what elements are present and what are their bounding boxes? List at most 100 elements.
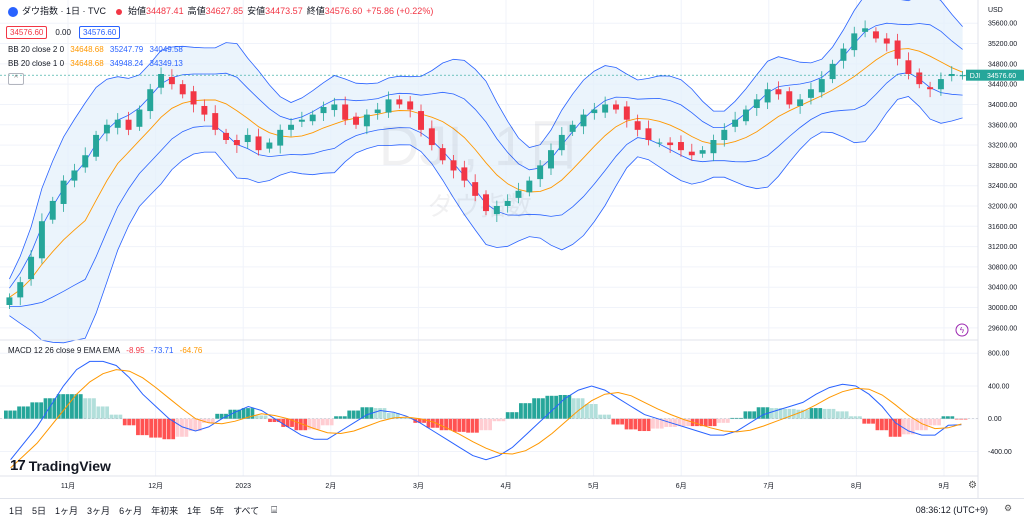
candle-body [407, 101, 414, 110]
macd-hist-bar [153, 418, 158, 438]
range-5y[interactable]: 5年 [210, 506, 225, 516]
macd-hist-bar [202, 418, 206, 423]
settings-icon[interactable]: ⚙ [1004, 503, 1013, 513]
calendar-goto-icon[interactable]: ⌸ [271, 505, 278, 516]
price-axis[interactable]: 35600.00 35200.00 34800.00 34400.00 34000.00… [988, 21, 1017, 333]
candle-body [537, 165, 544, 180]
macd-hist-bar [290, 418, 294, 427]
range-all[interactable]: すべて [233, 506, 260, 516]
macd-axis[interactable]: 800.00 400.00 0.00 -400.00 [988, 351, 1012, 456]
bb1-basis: 34648.68 [70, 59, 104, 68]
open-value: 34487.41 [146, 6, 184, 16]
candle-body [320, 107, 327, 114]
macd-hist-bar [642, 418, 647, 432]
candle-body [17, 282, 24, 298]
alert-lightning-icon[interactable]: ϟ [955, 323, 969, 337]
candle-body [201, 105, 208, 115]
macd-legend[interactable]: MACD 12 26 close 9 EMA EMA -8.95 -73.71 … [8, 345, 206, 356]
bb2-upper: 35247.79 [109, 45, 144, 54]
macd-hist-bar [452, 418, 457, 432]
clock-timezone[interactable]: 08:36:12 (UTC+9) [915, 505, 988, 515]
currency-selector[interactable]: USD [988, 7, 1003, 14]
time-axis[interactable]: 11月 12月 2023 2月 3月 4月 5月 6月 7月 8月 9月 [61, 482, 950, 490]
macd-hist-bar [307, 418, 312, 430]
buy-button[interactable]: 34576.60 [78, 26, 121, 39]
macd-hist-bar [602, 414, 607, 419]
macd-hist-bar [272, 418, 277, 423]
macd-hist-bar [844, 411, 849, 419]
macd-hist-bar [246, 408, 250, 419]
macd-hist-bar [593, 403, 598, 419]
macd-hist-bar [17, 406, 22, 419]
macd-hist-bar [488, 418, 493, 431]
open-label: 始値 [128, 6, 147, 16]
macd-hist-bar [923, 418, 928, 431]
macd-hist-bar [285, 418, 290, 427]
macd-hist-bar [281, 418, 286, 427]
candle-body [168, 77, 175, 85]
candle-body [483, 194, 489, 212]
macd-hist-bar [386, 413, 391, 419]
range-1m[interactable]: 1ヶ月 [55, 506, 79, 516]
macd-hist-bar [162, 418, 167, 440]
gear-icon[interactable]: ⚙ [968, 480, 977, 491]
signal-value: -64.76 [179, 346, 203, 355]
sell-button[interactable]: 34576.60 [6, 26, 48, 39]
macd-hist-bar [78, 394, 83, 419]
macd-hist-bar [871, 418, 875, 424]
macd-hist-bar [65, 394, 70, 419]
macd-hist-bar [175, 418, 180, 437]
collapse-legend-button[interactable]: ^ [8, 73, 24, 85]
bb2-legend[interactable]: BB 20 close 2 0 34648.68 35247.79 34049.… [8, 44, 187, 55]
macd-hist-bar [915, 418, 919, 431]
macd-hist-bar [30, 402, 35, 419]
macd-hist-bar [906, 418, 911, 435]
macd-hist-bar [215, 413, 220, 419]
macd-hist-bar [505, 412, 510, 419]
macd-hist-bar [395, 413, 400, 419]
macd-hist-bar [294, 418, 299, 431]
macd-hist-bar [422, 418, 426, 423]
candle-body [699, 150, 706, 154]
candle-body [580, 114, 587, 127]
range-ytd[interactable]: 年初来 [151, 506, 179, 516]
macd-hist-bar [320, 418, 325, 426]
macd-hist-bar [12, 410, 17, 419]
macd-hist-bar [329, 418, 334, 426]
macd-hist-bar [483, 418, 488, 431]
bb2-lower: 34049.58 [149, 45, 183, 54]
symbol-legend[interactable]: ダウ指数 · 1日 · TVC 始値 34487.41 高値 34627.85 安値… [8, 6, 437, 17]
range-1d[interactable]: 1日 [9, 506, 24, 516]
macd-hist-bar [276, 418, 281, 423]
low-value: 34473.57 [265, 6, 303, 16]
macd-hist-bar [866, 418, 871, 424]
range-5d[interactable]: 5日 [32, 506, 47, 516]
candle-body [114, 119, 121, 128]
symbol-title[interactable]: ダウ指数 · 1日 · TVC [22, 6, 107, 16]
candle-body [125, 119, 132, 130]
high-value: 34627.85 [205, 6, 244, 16]
candle-body [916, 72, 923, 85]
macd-hist-bar [681, 418, 686, 427]
candle-body [851, 33, 858, 51]
range-1y[interactable]: 1年 [187, 506, 202, 516]
tradingview-logo[interactable]: 17 TradingView [10, 457, 111, 474]
macd-hist-bar [549, 395, 554, 419]
macd-hist-bar [945, 416, 950, 419]
bb1-legend[interactable]: BB 20 close 1 0 34648.68 34948.24 34349.… [8, 58, 187, 69]
macd-hist-bar [180, 418, 184, 437]
price-tick-label: 34000.00 [988, 102, 1017, 109]
candle-body [775, 89, 782, 95]
range-6m[interactable]: 6ヶ月 [119, 506, 143, 516]
macd-hist-bar [695, 418, 699, 427]
macd-hist-bar [910, 418, 915, 435]
macd-hist-bar [743, 411, 748, 419]
macd-hist-bar [598, 414, 603, 419]
range-3m[interactable]: 3ヶ月 [87, 506, 111, 516]
price-tick-label: 29600.00 [988, 325, 1017, 332]
dow-logo-icon [8, 6, 18, 17]
candle-body [515, 190, 522, 198]
time-tick-label: 11月 [61, 482, 75, 490]
macd-hist-bar [122, 418, 127, 426]
